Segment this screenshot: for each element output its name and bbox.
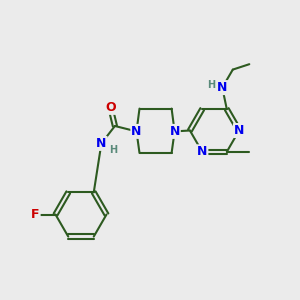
Text: N: N xyxy=(234,124,244,137)
Text: O: O xyxy=(105,101,116,114)
Text: F: F xyxy=(31,208,40,221)
Text: N: N xyxy=(217,81,227,94)
Text: H: H xyxy=(207,80,215,90)
Text: N: N xyxy=(96,137,106,150)
Text: N: N xyxy=(197,145,207,158)
Text: H: H xyxy=(109,145,117,155)
Text: N: N xyxy=(169,125,180,138)
Text: N: N xyxy=(131,125,142,138)
